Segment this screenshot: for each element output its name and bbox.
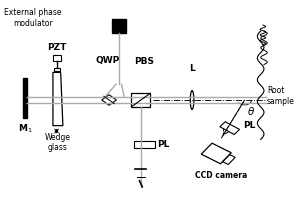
Bar — [201, 143, 231, 164]
Text: PBS: PBS — [134, 57, 154, 66]
Bar — [131, 93, 150, 107]
Bar — [54, 68, 60, 71]
Bar — [112, 19, 126, 33]
Text: Root
sample: Root sample — [267, 86, 295, 106]
Text: PZT: PZT — [47, 43, 67, 52]
Bar — [23, 78, 27, 118]
Text: CCD camera: CCD camera — [195, 171, 247, 180]
Text: Wedge
glass: Wedge glass — [45, 133, 71, 152]
Text: External phase
modulator: External phase modulator — [4, 8, 62, 28]
Text: M$_1$: M$_1$ — [18, 123, 32, 135]
Bar — [53, 55, 61, 61]
Text: L: L — [189, 64, 195, 73]
Text: QWP: QWP — [96, 55, 120, 64]
Bar — [134, 141, 155, 148]
Bar — [223, 155, 235, 164]
Text: PL: PL — [244, 121, 256, 130]
Bar — [220, 122, 239, 134]
Text: PL: PL — [158, 140, 170, 149]
Text: $\theta$: $\theta$ — [248, 105, 256, 117]
